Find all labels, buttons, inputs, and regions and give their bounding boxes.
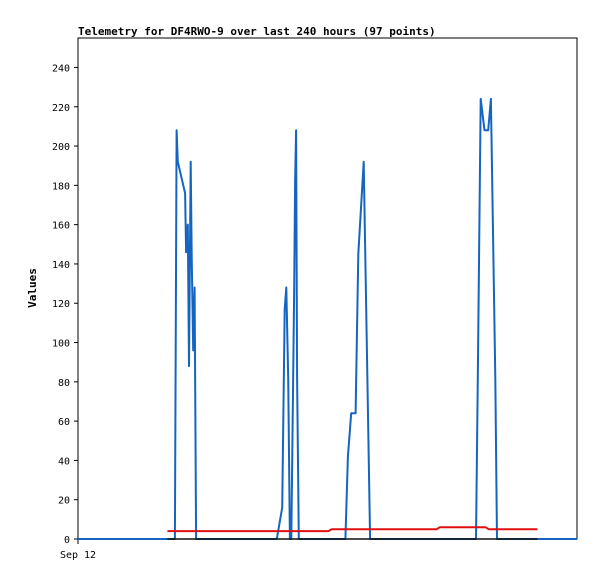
y-tick-label: 140: [52, 260, 70, 271]
y-tick-label: 20: [58, 496, 70, 507]
y-tick-label: 100: [52, 339, 70, 350]
y-tick-label: 180: [52, 181, 70, 192]
series-line-2: [167, 526, 538, 533]
y-tick-label: 60: [58, 417, 70, 428]
y-axis-label: Values: [26, 268, 39, 308]
y-axis-ticks: 0 20 40 60 80 100 120 140 160 180 200 220 240: [52, 63, 79, 546]
x-tick-label-sep-12: Sep 12: [60, 550, 96, 561]
plot-frame: [77, 37, 578, 540]
y-tick-label: 220: [52, 103, 70, 114]
chart-title: Telemetry for DF4RWO-9 over last 240 hou…: [78, 25, 436, 38]
y-tick-label: 80: [58, 378, 70, 389]
series-line-1: [78, 97, 577, 540]
y-tick-label: 40: [58, 456, 70, 467]
y-tick-label: 0: [64, 535, 70, 546]
y-tick-label: 120: [52, 299, 70, 310]
y-tick-label: 200: [52, 142, 70, 153]
series-lines: [78, 97, 577, 540]
y-tick-label: 160: [52, 221, 70, 232]
y-tick-label: 240: [52, 63, 70, 74]
